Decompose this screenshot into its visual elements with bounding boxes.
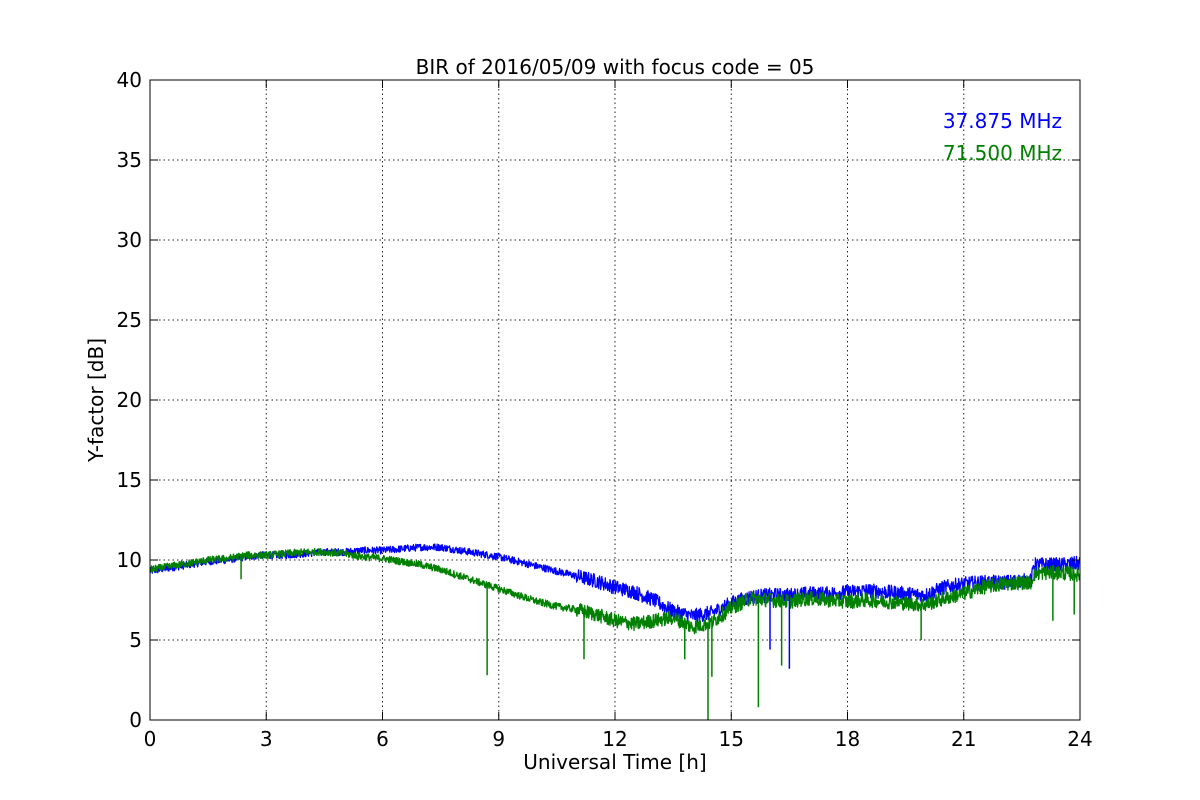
y-tick-label: 0 xyxy=(129,708,142,732)
x-tick-label: 9 xyxy=(492,727,505,751)
chart-title: BIR of 2016/05/09 with focus code = 05 xyxy=(416,55,815,79)
y-tick-label: 5 xyxy=(129,628,142,652)
x-tick-label: 0 xyxy=(144,727,157,751)
y-tick-label: 10 xyxy=(117,548,142,572)
grid xyxy=(150,80,1080,720)
series-layer xyxy=(149,543,1081,720)
series-line-1 xyxy=(149,547,1081,635)
x-axis-label: Universal Time [h] xyxy=(523,750,706,774)
y-tick-label: 15 xyxy=(117,468,142,492)
x-tick-label: 6 xyxy=(376,727,389,751)
y-axis-label: Y-factor [dB] xyxy=(84,338,108,463)
y-tick-label: 30 xyxy=(117,228,142,252)
legend-entry-71-500-mhz: 71.500 MHz xyxy=(943,141,1062,165)
y-tick-label: 40 xyxy=(117,68,142,92)
y-tick-label: 20 xyxy=(117,388,142,412)
x-tick-label: 12 xyxy=(602,727,627,751)
x-tick-label: 18 xyxy=(835,727,860,751)
legend-entry-37-875-mhz: 37.875 MHz xyxy=(943,109,1062,133)
series-line-0 xyxy=(149,543,1081,623)
x-tick-label: 21 xyxy=(951,727,976,751)
x-tick-label: 15 xyxy=(719,727,744,751)
y-tick-label: 35 xyxy=(117,148,142,172)
ticks: 0 3 6 9 12 15 18 21 24 0 5 10 15 20 25 30 35 40 xyxy=(117,68,1093,751)
y-tick-label: 25 xyxy=(117,308,142,332)
x-tick-label: 3 xyxy=(260,727,273,751)
x-tick-label: 24 xyxy=(1067,727,1092,751)
